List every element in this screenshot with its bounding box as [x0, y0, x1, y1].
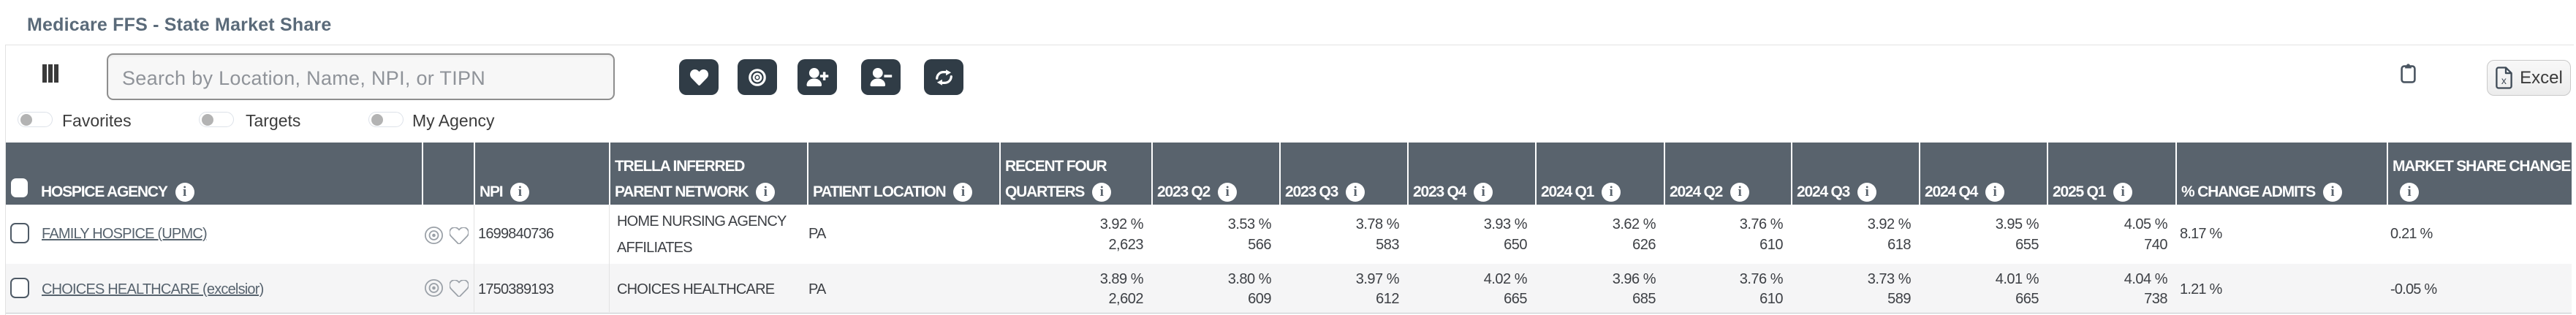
svg-text:x: x [2501, 75, 2507, 86]
